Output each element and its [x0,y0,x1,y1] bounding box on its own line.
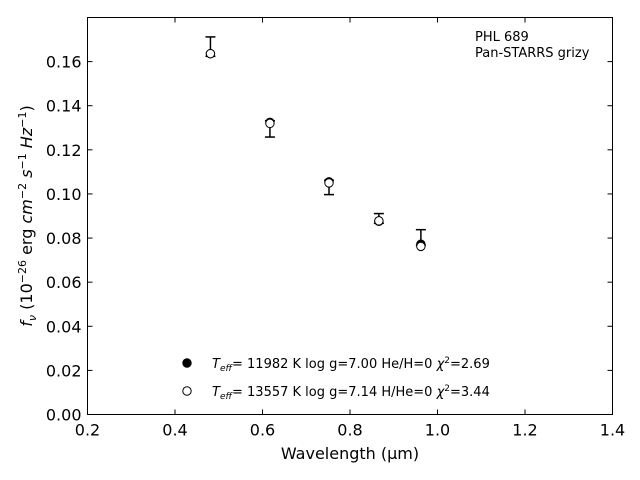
y-tick-label-2: 0.04 [46,317,82,336]
x-tick-label-3: 0.8 [337,421,362,440]
y-tick-label-1: 0.02 [46,361,82,380]
legend-label-model-1: Teff= 11982 K log g=7.00 He/H=0 χ2=2.69 [212,356,490,374]
y-axis-label: fν (10−26 erg cm−2 s−1 Hz−1) [16,105,39,326]
y-tick-label-5: 0.10 [46,185,82,204]
annotation-line-1: PHL 689 [475,30,529,45]
model-point-open-3 [374,216,384,226]
x-tick-label-1: 0.4 [162,421,187,440]
plot-frame [87,17,613,415]
legend: Teff= 11982 K log g=7.00 He/H=0 χ2=2.69 … [182,356,490,402]
legend-label-model-2: Teff= 13557 K log g=7.14 H/He=0 χ2=3.44 [212,384,490,402]
y-tick-label-7: 0.14 [46,97,82,116]
model-point-open-0 [205,48,216,59]
x-tick-label-6: 1.4 [600,421,625,440]
y-tick-label-8: 0.16 [46,53,82,72]
model-point-open-4 [416,241,426,252]
x-tick-label-4: 1.0 [425,421,450,440]
y-tick-label-4: 0.08 [46,229,82,248]
annotation-line-2: Pan-STARRS grizy [475,46,590,61]
legend-marker-open [182,386,192,396]
y-tick-label-0: 0.00 [46,406,82,425]
y-tick-label-3: 0.06 [46,273,82,292]
x-axis-label: Wavelength (μm) [281,444,419,463]
x-tick-label-0: 0.2 [75,421,100,440]
model-point-open-1 [265,118,275,129]
model-point-open-2 [324,178,334,188]
x-tick-label-2: 0.6 [250,421,275,440]
y-tick-label-6: 0.12 [46,141,82,160]
x-tick-label-5: 1.2 [512,421,537,440]
legend-marker-filled [182,358,192,368]
